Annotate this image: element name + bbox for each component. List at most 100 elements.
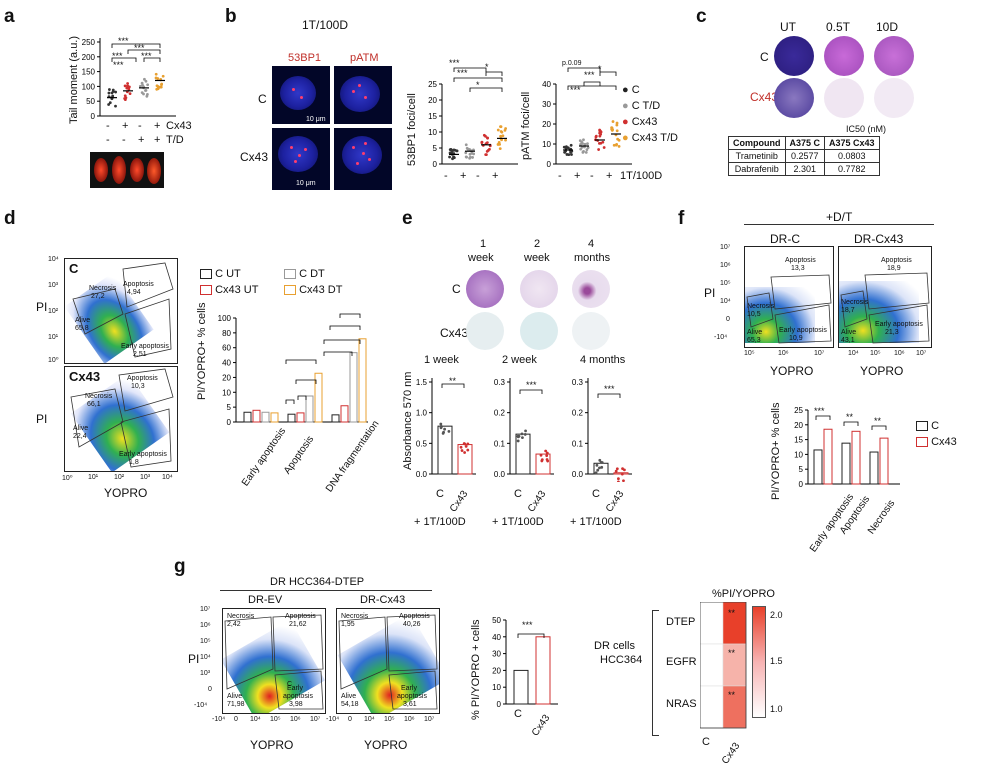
flow-d-c: C Apoptosis 4,94 Necrosis 27,2 Alive 65,… bbox=[64, 258, 178, 364]
data-point bbox=[599, 130, 603, 134]
data-point bbox=[610, 126, 614, 130]
data-point bbox=[620, 472, 624, 476]
y-tick-label: 0.2 bbox=[572, 409, 584, 418]
flow-g-xlabel-2: YOPRO bbox=[364, 738, 408, 752]
micro-cx43-patm bbox=[334, 128, 392, 190]
col-ut: UT bbox=[780, 20, 796, 34]
y-tick-label: 10 bbox=[542, 140, 551, 149]
data-point bbox=[126, 84, 130, 88]
data-point bbox=[465, 146, 469, 150]
data-point bbox=[439, 426, 443, 430]
row-c-c: C bbox=[760, 50, 769, 64]
data-point bbox=[580, 140, 584, 144]
sig-b1-2: *** bbox=[457, 68, 468, 78]
flow-d-cx43: Cx43 Apoptosis 10,3 Necrosis 66,1 Alive … bbox=[64, 366, 178, 472]
y-tick-label: 150 bbox=[82, 68, 96, 77]
y-tick-label: 1.0 bbox=[416, 409, 428, 418]
data-point bbox=[140, 81, 144, 85]
micro-cx43-53bp1 bbox=[272, 128, 330, 190]
well-c-10d bbox=[874, 36, 914, 76]
data-point bbox=[520, 432, 524, 436]
data-point bbox=[500, 138, 504, 142]
data-point bbox=[155, 87, 159, 91]
data-point bbox=[154, 76, 158, 80]
data-point bbox=[464, 445, 468, 448]
well-cx43-ut bbox=[774, 78, 814, 118]
chart-53bp1: 0 5 10 15 20 25 bbox=[428, 67, 518, 169]
ic50-table: Compound A375 C A375 Cx43 Trametinib 0.2577… bbox=[728, 136, 880, 176]
data-point bbox=[160, 82, 164, 86]
data-point bbox=[523, 433, 527, 436]
y-tick-label: 5 bbox=[799, 465, 804, 474]
data-point bbox=[594, 134, 598, 138]
e-chart-2: 0.0 0.1 0.2 0.3 bbox=[494, 378, 554, 479]
sig-a-4: *** bbox=[141, 51, 152, 61]
data-point bbox=[123, 84, 127, 88]
g-bar-x-cx43: Cx43 bbox=[530, 712, 553, 739]
y-tick-label: 20 bbox=[222, 373, 231, 382]
y-tick-label: 0.2 bbox=[494, 409, 506, 418]
data-point bbox=[124, 96, 128, 100]
bar bbox=[296, 412, 305, 423]
f-sig-1: *** bbox=[814, 406, 825, 416]
data-point bbox=[126, 82, 130, 85]
bar bbox=[261, 411, 270, 423]
data-point bbox=[614, 143, 618, 147]
flow-f2-title: DR-Cx43 bbox=[854, 232, 904, 246]
data-point bbox=[586, 146, 590, 150]
panel-f-title: +D/T bbox=[826, 210, 853, 224]
data-point bbox=[451, 157, 454, 161]
flow-f1-title: DR-C bbox=[770, 232, 800, 246]
flow-f-1: Apoptosis 13,3 Necrosis 10,5 Alive 65,3 … bbox=[744, 246, 834, 348]
data-point bbox=[597, 148, 601, 151]
y-tick-label: 40 bbox=[542, 80, 551, 89]
sig-b2-1: p.0.09 bbox=[562, 60, 582, 67]
y-tick-label: 0.3 bbox=[572, 378, 584, 387]
panel-f-bar-chart: 0 5 10 15 20 25 bbox=[794, 406, 900, 489]
panel-d-bar-ylabel: PI/YOPRO+ % cells bbox=[196, 302, 208, 400]
y-tick-label: 100 bbox=[218, 314, 232, 323]
g-bar-sig: *** bbox=[522, 620, 533, 630]
data-point bbox=[496, 128, 500, 132]
data-point bbox=[466, 442, 470, 446]
panel-d-bar-chart: 0 5 10 20 40 60 80 100 bbox=[218, 313, 368, 427]
data-point bbox=[468, 152, 472, 156]
y-tick-label: 0 bbox=[433, 160, 438, 169]
data-point bbox=[596, 468, 600, 472]
row-cx43: Cx43 bbox=[240, 150, 269, 164]
sig-b2-2: *** bbox=[584, 70, 595, 80]
data-point bbox=[141, 83, 144, 87]
panel-f-title-rule bbox=[744, 224, 934, 225]
panel-g-label: g bbox=[174, 556, 186, 577]
y-tick-label: 0.1 bbox=[572, 439, 584, 448]
data-point bbox=[159, 85, 163, 89]
heatmap-sig-1: ** bbox=[728, 608, 736, 618]
data-point bbox=[584, 150, 588, 154]
data-point bbox=[569, 143, 573, 147]
comet-images bbox=[90, 152, 164, 188]
bar bbox=[287, 413, 296, 423]
well-e-cx43-1w bbox=[466, 312, 504, 350]
data-point bbox=[617, 144, 621, 148]
bar bbox=[813, 449, 823, 485]
heatmap-cell bbox=[700, 685, 724, 729]
row-e-cx43: Cx43 bbox=[440, 326, 469, 340]
y-tick-label: 0 bbox=[547, 160, 552, 169]
bar bbox=[513, 669, 529, 705]
y-tick-label: 0 bbox=[497, 700, 502, 709]
e-sig-1: ** bbox=[449, 376, 457, 386]
sig-b1-3: * bbox=[485, 62, 489, 72]
y-tick-label: 100 bbox=[82, 82, 96, 91]
f-sig-3: ** bbox=[874, 416, 882, 426]
y-tick-label: 250 bbox=[82, 38, 96, 47]
row-c-cx43: Cx43 bbox=[750, 90, 779, 104]
heatmap-col-c: C bbox=[702, 736, 710, 748]
data-point bbox=[449, 148, 453, 151]
g-bar-ylabel: % PI/YOPRO + cells bbox=[470, 619, 482, 720]
e-xsuffix-1: + 1T/100D bbox=[414, 516, 466, 528]
y-tick-label: 10 bbox=[222, 388, 231, 397]
colorbar-tick-1: 1.0 bbox=[770, 704, 783, 714]
e-xsuffix-3: + 1T/100D bbox=[570, 516, 622, 528]
ic50-title: IC50 (nM) bbox=[846, 124, 887, 134]
data-point bbox=[108, 101, 112, 105]
